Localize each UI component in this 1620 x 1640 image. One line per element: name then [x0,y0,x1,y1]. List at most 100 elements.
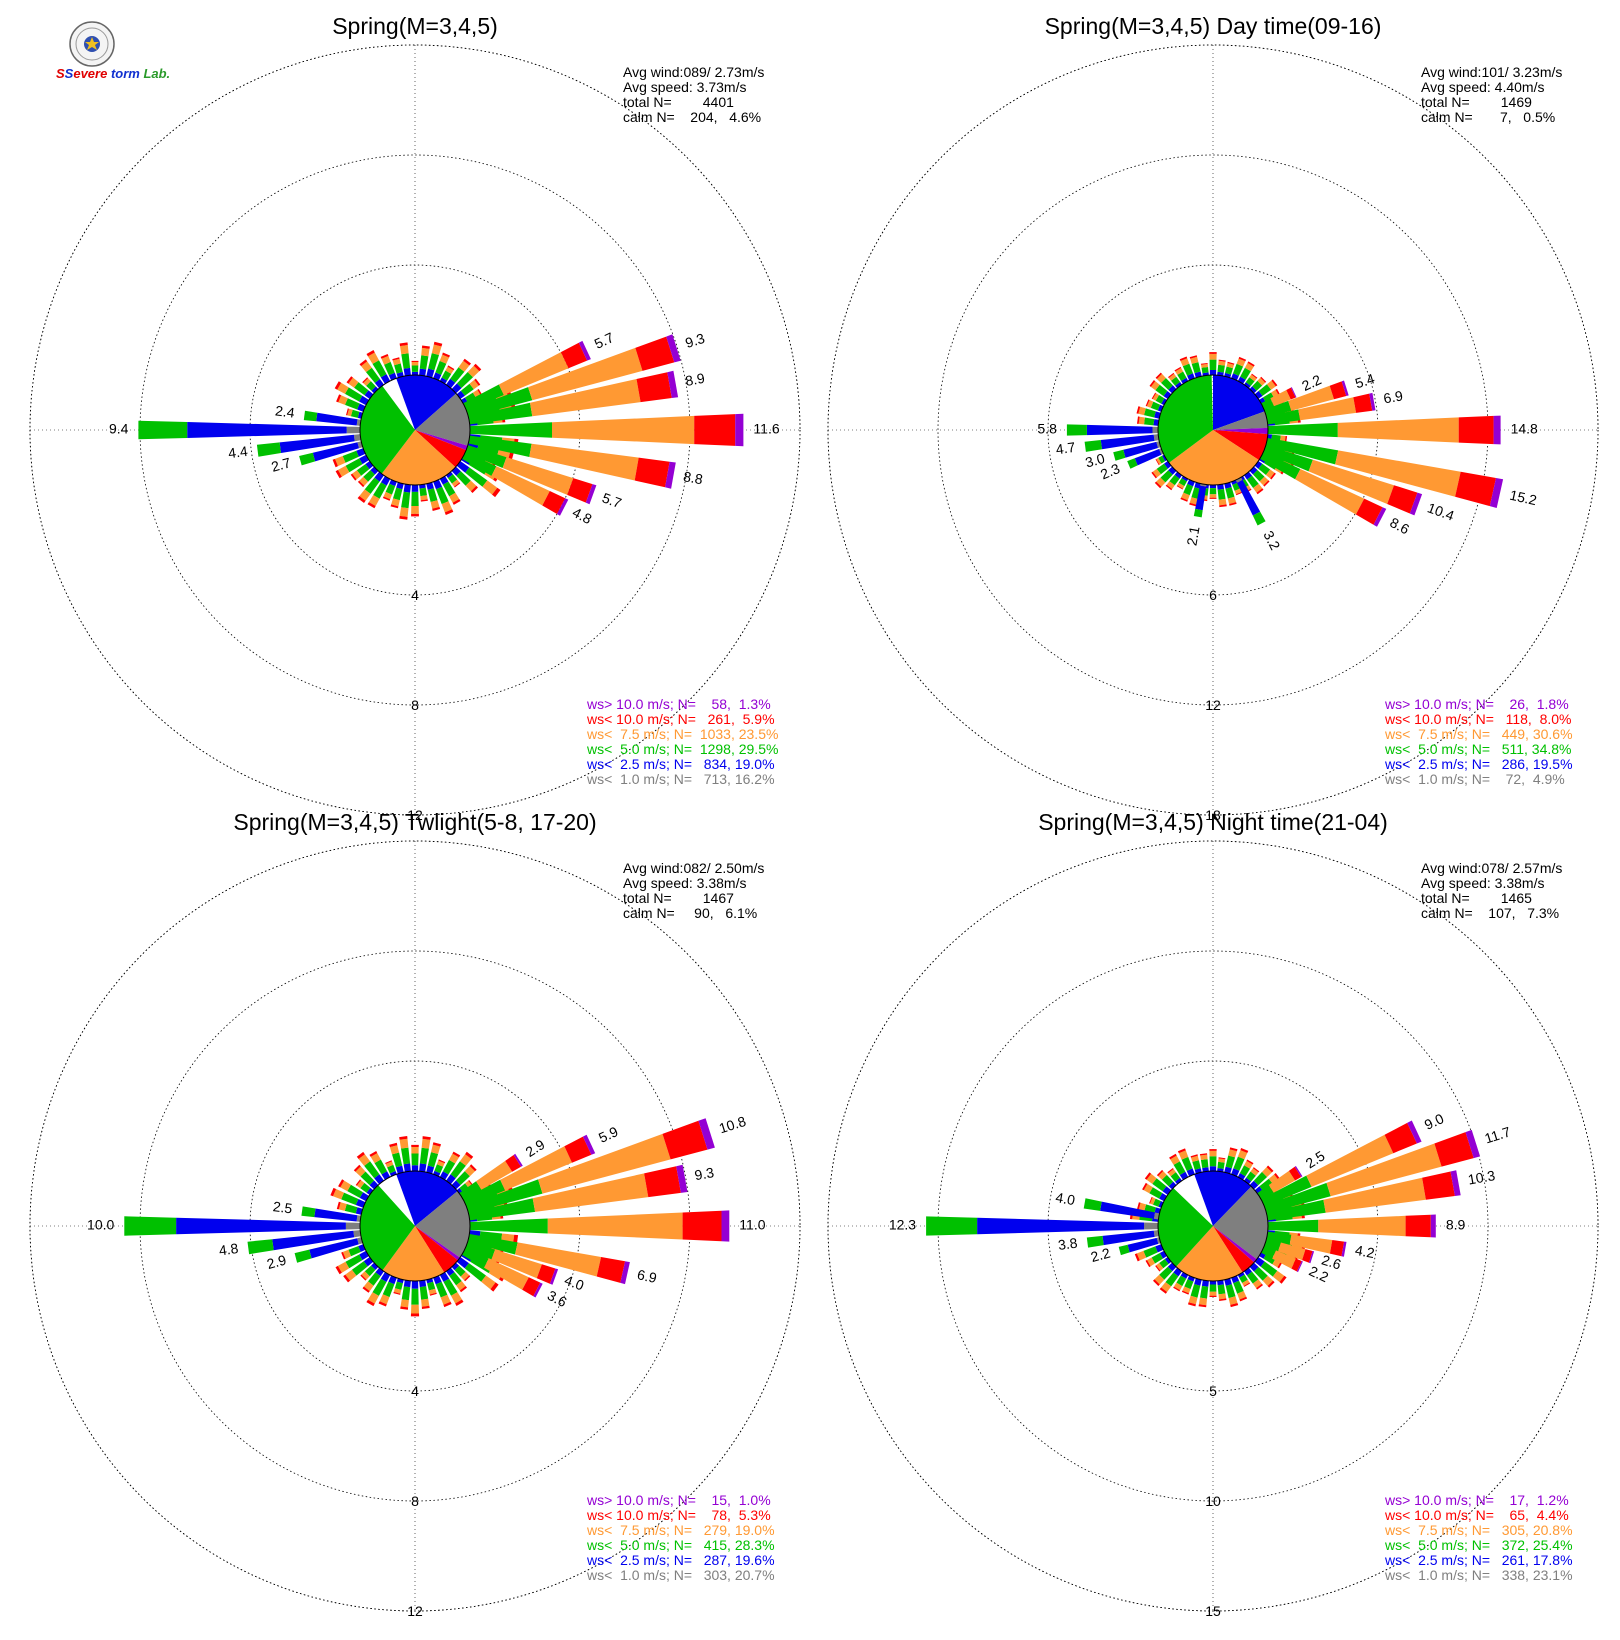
bar-segment-lt5 [1266,1231,1292,1245]
bar-segment-gt10 [676,1164,688,1193]
direction-bar [419,484,428,502]
bar-segment-lt5 [1268,1219,1319,1233]
stat-avg-speed: Avg speed: 3.38m/s [623,875,746,891]
direction-bar [1165,471,1182,491]
bar-segment-lt2-5 [1237,480,1261,516]
direction-bar [1264,380,1349,418]
bar-segment-lt7-5 [1308,459,1394,504]
bar-label: 15.2 [1508,487,1538,509]
bar-segment-lt7-5 [342,1249,351,1259]
bar-segment-lt5 [1144,417,1155,426]
bar-segment-lt10 [1329,1240,1345,1257]
legend-entry-lt5: ws< 5.0 m/s; N= 415, 28.3% [586,1537,775,1553]
bar-segment-lt2-5 [1168,1181,1177,1190]
direction-bar [1113,441,1161,461]
bar-segment-lt10 [443,1301,452,1308]
bar-segment-lt10 [1190,1154,1198,1158]
bar-segment-lt7-5 [411,1304,419,1314]
bar-segment-lt2-5 [312,442,359,462]
direction-bar [1209,1149,1217,1171]
speed-legend: ws> 10.0 m/s; N= 58, 1.3%ws< 10.0 m/s; N… [586,696,778,787]
bar-segment-lt5 [1264,1182,1331,1214]
bar-segment-lt2-5 [380,374,391,384]
direction-bar [1224,1278,1239,1308]
bar-segment-lt5 [360,1171,375,1186]
bar-segment-lt2-5 [411,1165,419,1171]
direction-bar [1173,1272,1189,1292]
bar-segment-lt2-5 [1164,1257,1172,1264]
calm-circle [1157,1170,1269,1282]
direction-bar [1231,356,1247,381]
direction-bar [411,360,419,375]
bar-segment-lt2-5 [356,448,366,457]
bar-segment-lt5 [1155,395,1165,404]
bar-segment-lt5 [344,1204,358,1214]
bar-segment-lt10 [459,1286,467,1293]
direction-bar [446,358,471,389]
bar-segment-lt10 [1286,387,1296,400]
bar-segment-lt5 [1192,1160,1201,1170]
bar-segment-lt5 [462,451,497,476]
bar-segment-gt10 [1493,415,1501,445]
direction-bar [366,1272,391,1307]
bar-segment-gt10 [665,461,676,489]
bar-segment-lt7-5 [456,1281,466,1291]
bar-segment-lt2-5 [419,484,426,489]
direction-bar [382,479,397,501]
bar-segment-lt5 [470,422,552,438]
bar-segment-lt7-5 [338,1202,347,1211]
direction-bar [419,1280,430,1309]
bar-segment-lt7-5 [352,470,362,480]
bar-segment-lt10 [1188,1302,1196,1307]
ring-label: 4 [411,587,419,603]
bar-segment-lt7-5 [1170,1155,1180,1165]
bar-segment-lt5 [392,1152,403,1168]
direction-bar [467,1234,630,1285]
bar-segment-lt7-5 [1228,1149,1237,1158]
bar-segment-lt2-5 [1180,1272,1189,1279]
direction-bar [446,471,461,488]
direction-bar [392,357,404,378]
bar-segment-lt5 [354,382,369,396]
bar-label: 8.9 [1446,1217,1466,1233]
bar-segment-lt2-5 [1157,404,1164,412]
bar-segment-lt5 [394,1281,403,1290]
bar-segment-lt7-5 [440,1294,451,1305]
bar-segment-lt7-5 [1178,1150,1189,1160]
pie-slice-lt5 [1157,375,1213,463]
bar-segment-lt5 [1118,1244,1130,1256]
bar-segment-lt7-5 [1244,1160,1253,1169]
bar-segment-lt10 [353,1164,361,1172]
ring-label: 5 [1209,1383,1217,1399]
legend-entry-lt10: ws< 10.0 m/s; N= 118, 8.0% [1384,711,1572,727]
bar-segment-lt10 [447,365,455,371]
bar-label: 4.2 [1354,1242,1376,1261]
bar-segment-lt7-5 [1209,353,1217,360]
bar-segment-lt10 [452,499,461,505]
bar-segment-lt7-5 [538,1133,671,1194]
bar-segment-lt10 [1177,1148,1186,1154]
bar-segment-lt5 [1152,1178,1167,1192]
bar-label: 2.9 [265,1251,288,1272]
bar-segment-lt5 [1225,1284,1236,1299]
bar-segment-lt5 [1159,1259,1169,1269]
bar-segment-lt10 [385,1160,392,1164]
bar-segment-lt5 [1225,366,1233,375]
bar-segment-lt2-5 [355,1207,363,1215]
bar-segment-lt5 [1158,455,1166,464]
bar-segment-lt10 [522,1277,541,1297]
bar-segment-lt5 [468,402,533,425]
bar-segment-lt10 [1246,1159,1254,1165]
bar-segment-lt7-5 [345,1269,357,1281]
bar-segment-lt2-5 [403,367,411,376]
pie-slice-lt10 [1213,430,1268,461]
bar-segment-lt10 [1288,1166,1302,1181]
direction-bar [1155,454,1167,466]
bar-segment-lt5 [427,1281,436,1291]
bar-segment-lt7-5 [1154,1274,1165,1285]
bar-segment-lt5 [467,1234,518,1255]
bar-segment-lt5 [247,1239,274,1255]
bar-segment-lt5 [303,410,318,422]
bar-segment-lt2-5 [1217,1280,1224,1286]
ring-label: 8 [411,697,419,713]
